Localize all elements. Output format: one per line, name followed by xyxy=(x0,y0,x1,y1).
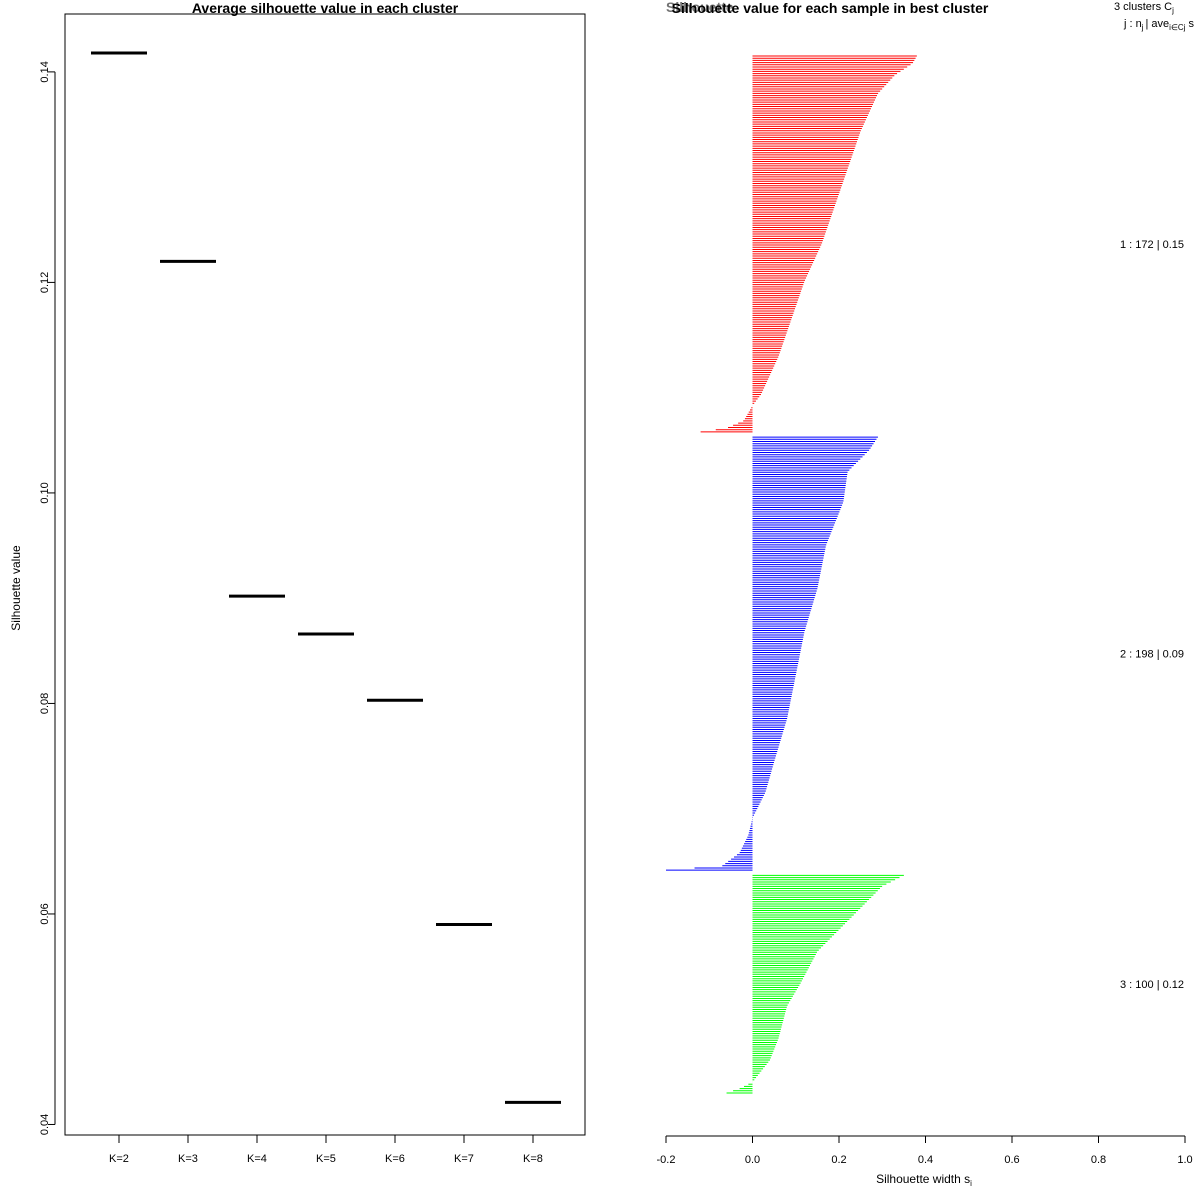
left-y-tick-label: 0.06 xyxy=(39,903,51,924)
right-x-axis-label: Silhouette width si xyxy=(876,1172,972,1188)
right-x-tick-label: 0.4 xyxy=(918,1154,933,1166)
right-x-axis: -0.2 0.0 0.2 0.4 0.6 0.8 1.0 xyxy=(657,1135,1193,1166)
legend-header-line2: j : nj | avei∈Cj s xyxy=(1123,18,1194,32)
left-y-tick-label: 0.10 xyxy=(39,482,51,503)
left-plot-frame xyxy=(64,13,586,1136)
cluster-3-summary: 3 : 100 | 0.12 xyxy=(1120,979,1184,991)
left-y-axis-label: Silhouette value xyxy=(9,545,23,631)
right-chart-title: Silhouette value for each sample in best… xyxy=(672,0,989,16)
left-x-axis: K=2 K=3 K=4 K=5 K=6 K=7 K=8 xyxy=(109,1135,543,1165)
right-x-tick-label: 0.2 xyxy=(831,1154,846,1166)
left-x-tick-label: K=4 xyxy=(247,1153,267,1165)
left-x-tick-label: K=5 xyxy=(316,1153,336,1165)
left-y-tick-label: 0.08 xyxy=(39,693,51,714)
left-x-tick-label: K=2 xyxy=(109,1153,129,1165)
silhouette-bar-chart: Silhouette value for each sample in best… xyxy=(657,0,1195,1188)
right-title-overlap: Silhouette xyxy=(666,0,734,15)
left-y-axis: 0.04 0.06 0.08 0.10 0.12 0.14 xyxy=(39,61,56,1135)
left-x-tick-label: K=6 xyxy=(385,1153,405,1165)
left-y-tick-label: 0.12 xyxy=(39,272,51,293)
left-series xyxy=(91,51,561,1104)
cluster-1-summary: 1 : 172 | 0.15 xyxy=(1120,239,1184,251)
left-y-tick-label: 0.04 xyxy=(39,1114,51,1135)
right-x-tick-label: -0.2 xyxy=(657,1154,676,1166)
left-x-tick-label: K=3 xyxy=(178,1153,198,1165)
right-x-tick-label: 1.0 xyxy=(1177,1154,1192,1166)
right-x-tick-label: 0.0 xyxy=(745,1154,760,1166)
right-x-tick-label: 0.8 xyxy=(1091,1154,1106,1166)
cluster-labels: 1 : 172 | 0.15 2 : 198 | 0.09 3 : 100 | 0.… xyxy=(1120,239,1184,991)
average-silhouette-chart: Average silhouette value in each cluster… xyxy=(9,0,586,1165)
left-chart-title: Average silhouette value in each cluster xyxy=(192,0,459,16)
cluster-1-bars xyxy=(700,55,917,433)
cluster-3-bars xyxy=(726,874,904,1094)
left-x-tick-label: K=8 xyxy=(523,1153,543,1165)
silhouette-bars xyxy=(666,55,917,1094)
legend-header: 3 clusters Cj j : nj | avei∈Cj s xyxy=(1114,1,1194,32)
right-x-tick-label: 0.6 xyxy=(1004,1154,1019,1166)
cluster-2-bars xyxy=(666,436,878,871)
cluster-2-summary: 2 : 198 | 0.09 xyxy=(1120,649,1184,661)
legend-header-line1: 3 clusters Cj xyxy=(1114,1,1174,15)
left-x-tick-label: K=7 xyxy=(454,1153,474,1165)
left-y-tick-label: 0.14 xyxy=(39,61,51,82)
